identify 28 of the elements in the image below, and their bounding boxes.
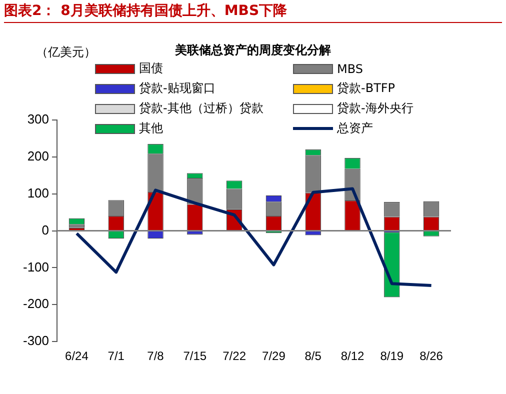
legend-label: 贷款-BTFP [337,80,396,97]
chart-title: 图表2： 8月美联储持有国债上升、MBS下降 [4,2,502,23]
legend-label: 贷款-海外央行 [337,100,414,117]
legend-label: 其他 [139,120,163,137]
y-tick-label: 200 [27,148,50,164]
legend-label: 总资产 [337,120,373,137]
x-tick-label: 7/1 [108,349,125,364]
y-tick-label: 100 [27,185,50,200]
chart-subtitle: 美联储总资产的周度变化分解 [175,43,331,57]
legend-label: MBS [337,62,363,76]
y-tick-label: -200 [22,296,50,312]
x-tick-label: 8/5 [304,349,322,364]
y-tick-label: -300 [22,333,50,348]
x-tick-label: 8/12 [340,349,365,364]
legend-label: 贷款-其他（过桥）贷款 [139,100,264,117]
legend-label: 贷款-贴现窗口 [139,80,216,97]
x-tick-label: 6/24 [65,349,89,364]
x-tick-label: 7/29 [262,349,286,364]
legend-label: 国债 [139,60,163,77]
y-axis-title: （亿美元） [36,44,96,61]
x-tick-label: 7/8 [147,349,164,364]
x-tick-label: 7/15 [183,349,207,364]
y-tick-label: 0 [42,222,50,238]
y-tick-label: -100 [22,259,50,274]
x-tick-label: 8/19 [380,349,404,364]
x-tick-label: 8/26 [420,349,444,364]
y-tick-label: 300 [27,112,50,127]
x-tick-label: 7/22 [222,349,246,364]
